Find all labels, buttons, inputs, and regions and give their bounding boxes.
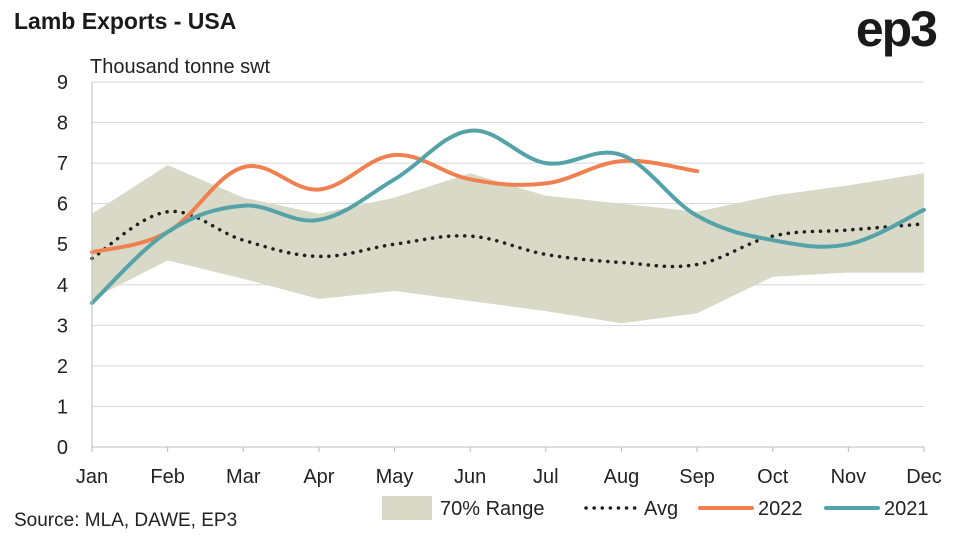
legend-label-range: 70% Range (440, 498, 545, 520)
legend-swatch-range (382, 496, 432, 520)
ep3-logo: ep3 (855, 1, 938, 57)
range-area (92, 165, 924, 324)
x-tick-label: Dec (906, 466, 942, 488)
y-tick-label: 3 (57, 315, 68, 337)
x-tick-label: Jan (76, 466, 108, 488)
x-tick-label: May (376, 466, 414, 488)
x-tick-label: Feb (150, 466, 184, 488)
x-tick-label: Mar (226, 466, 261, 488)
x-tick-label: Aug (604, 466, 640, 488)
x-tick-label: Sep (679, 466, 715, 488)
x-tick-label: Nov (831, 466, 867, 488)
y-tick-label: 8 (57, 113, 68, 135)
x-tick-label: Jun (454, 466, 486, 488)
legend-label-2021: 2021 (884, 498, 929, 520)
series-line-2021 (90, 128, 926, 305)
y-tick-label: 7 (57, 153, 68, 175)
legend-label-2022: 2022 (758, 498, 803, 520)
y-tick-label: 1 (57, 396, 68, 418)
x-tick-label: Jul (533, 466, 559, 488)
source-note: Source: MLA, DAWE, EP3 (14, 510, 238, 531)
legend: 70% Range Avg 2022 2021 (382, 496, 929, 520)
x-tick-label: Oct (757, 466, 789, 488)
x-tick-label: Apr (303, 466, 334, 488)
chart-title: Lamb Exports - USA (14, 8, 237, 34)
y-tick-label: 4 (57, 275, 68, 297)
y-tick-label: 0 (57, 437, 68, 459)
y-tick-label: 2 (57, 356, 68, 378)
series-lines (90, 128, 926, 305)
series-line-2022 (90, 152, 700, 255)
y-tick-label: 6 (57, 194, 68, 216)
y-tick-label: 9 (57, 72, 68, 94)
series-line-avg (90, 209, 926, 269)
legend-label-avg: Avg (644, 498, 678, 520)
range-band (92, 165, 924, 324)
y-axis-label: Thousand tonne swt (90, 56, 271, 78)
axes: 0 1 2 3 4 5 6 7 8 9 Jan Feb Mar Apr May Jun Jul Aug Sep Oct… (57, 72, 942, 488)
y-tick-label: 5 (57, 234, 68, 256)
